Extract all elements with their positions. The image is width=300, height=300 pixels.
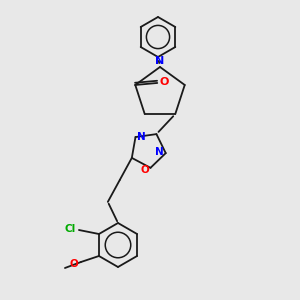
Text: Cl: Cl xyxy=(64,224,76,234)
Text: N: N xyxy=(155,56,165,66)
Text: O: O xyxy=(140,165,149,175)
Text: N: N xyxy=(137,132,146,142)
Text: O: O xyxy=(160,77,169,87)
Text: N: N xyxy=(155,147,164,157)
Text: O: O xyxy=(70,259,78,269)
